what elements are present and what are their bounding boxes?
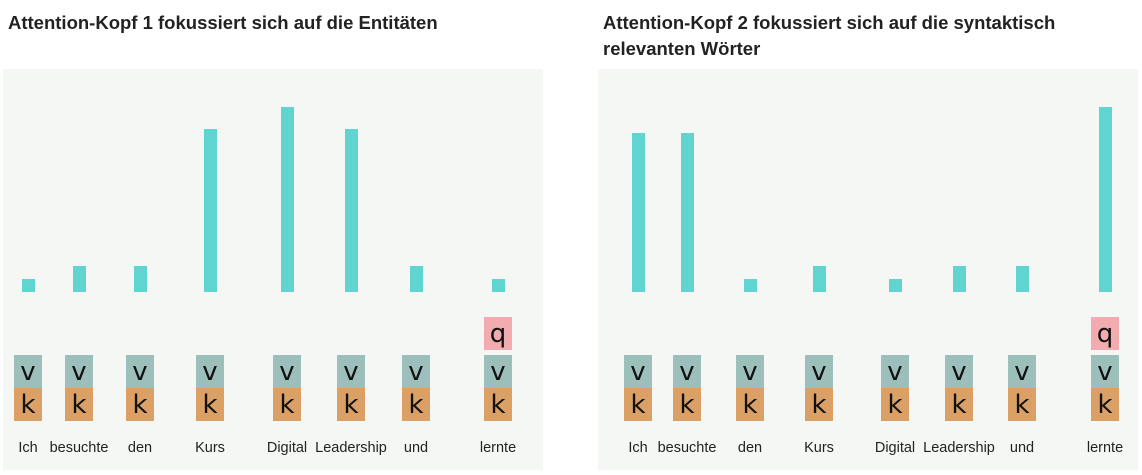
attention-bar-den [743, 279, 757, 292]
value-cell-besuchte: v [673, 355, 701, 388]
attention-bar-besuchte [680, 133, 694, 292]
key-cell-leadership: k [945, 388, 973, 421]
value-cell-und: v [1008, 355, 1036, 388]
value-cell-digital: v [881, 355, 909, 388]
attention-bar-kurs [812, 266, 826, 292]
key-cell-den: k [736, 388, 764, 421]
key-cell-ich: k [14, 388, 42, 421]
head2-panel: v k Ich v k besuchte v k den v k Kurs v k Digital v k Lea… [598, 69, 1138, 470]
token-word-und: und [1009, 440, 1035, 456]
attention-bar-besuchte [72, 266, 86, 292]
attention-bar-kurs [203, 129, 217, 292]
attention-bar-und [1015, 266, 1029, 292]
key-cell-lernte: k [484, 388, 512, 421]
key-cell-lernte: k [1091, 388, 1119, 421]
value-cell-und: v [402, 355, 430, 388]
attention-bar-ich [631, 133, 645, 292]
token-word-besuchte: besuchte [49, 440, 109, 456]
token-word-kurs: Kurs [804, 440, 834, 456]
value-cell-ich: v [14, 355, 42, 388]
token-word-den: den [127, 440, 153, 456]
head1-panel: v k Ich v k besuchte v k den v k Kurs v k Digital v k Lea… [3, 69, 543, 470]
attention-bar-ich [21, 279, 35, 292]
token-word-und: und [403, 440, 429, 456]
token-word-den: den [737, 440, 763, 456]
value-cell-lernte: v [484, 355, 512, 388]
value-cell-kurs: v [196, 355, 224, 388]
attention-bar-und [409, 266, 423, 292]
key-cell-digital: k [881, 388, 909, 421]
key-cell-kurs: k [805, 388, 833, 421]
token-word-digital: Digital [266, 440, 308, 456]
key-cell-digital: k [273, 388, 301, 421]
key-cell-und: k [1008, 388, 1036, 421]
value-cell-leadership: v [337, 355, 365, 388]
head1-title: Attention-Kopf 1 fokussiert sich auf die… [8, 12, 438, 33]
attention-bar-den [133, 266, 147, 292]
token-word-lernte: lernte [1086, 440, 1124, 456]
key-cell-kurs: k [196, 388, 224, 421]
token-word-ich: Ich [628, 440, 648, 456]
key-cell-besuchte: k [65, 388, 93, 421]
key-cell-besuchte: k [673, 388, 701, 421]
token-word-besuchte: besuchte [657, 440, 717, 456]
token-word-digital: Digital [874, 440, 916, 456]
token-word-leadership: Leadership [923, 440, 995, 456]
key-cell-ich: k [624, 388, 652, 421]
head2-title: Attention-Kopf 2 fokussiert sich auf die… [603, 12, 1056, 59]
token-word-leadership: Leadership [315, 440, 387, 456]
token-word-lernte: lernte [479, 440, 517, 456]
attention-bar-lernte [1098, 107, 1112, 292]
token-word-ich: Ich [18, 440, 38, 456]
attention-bar-digital [888, 279, 902, 292]
value-cell-den: v [126, 355, 154, 388]
value-cell-den: v [736, 355, 764, 388]
value-cell-lernte: v [1091, 355, 1119, 388]
attention-bar-digital [280, 107, 294, 292]
value-cell-kurs: v [805, 355, 833, 388]
key-cell-und: k [402, 388, 430, 421]
query-cell-lernte: q [1091, 317, 1119, 350]
query-cell-lernte: q [484, 317, 512, 350]
attention-bar-leadership [952, 266, 966, 292]
value-cell-leadership: v [945, 355, 973, 388]
value-cell-besuchte: v [65, 355, 93, 388]
token-word-kurs: Kurs [195, 440, 225, 456]
attention-bar-lernte [491, 279, 505, 292]
key-cell-den: k [126, 388, 154, 421]
key-cell-leadership: k [337, 388, 365, 421]
attention-bar-leadership [344, 129, 358, 292]
value-cell-ich: v [624, 355, 652, 388]
value-cell-digital: v [273, 355, 301, 388]
